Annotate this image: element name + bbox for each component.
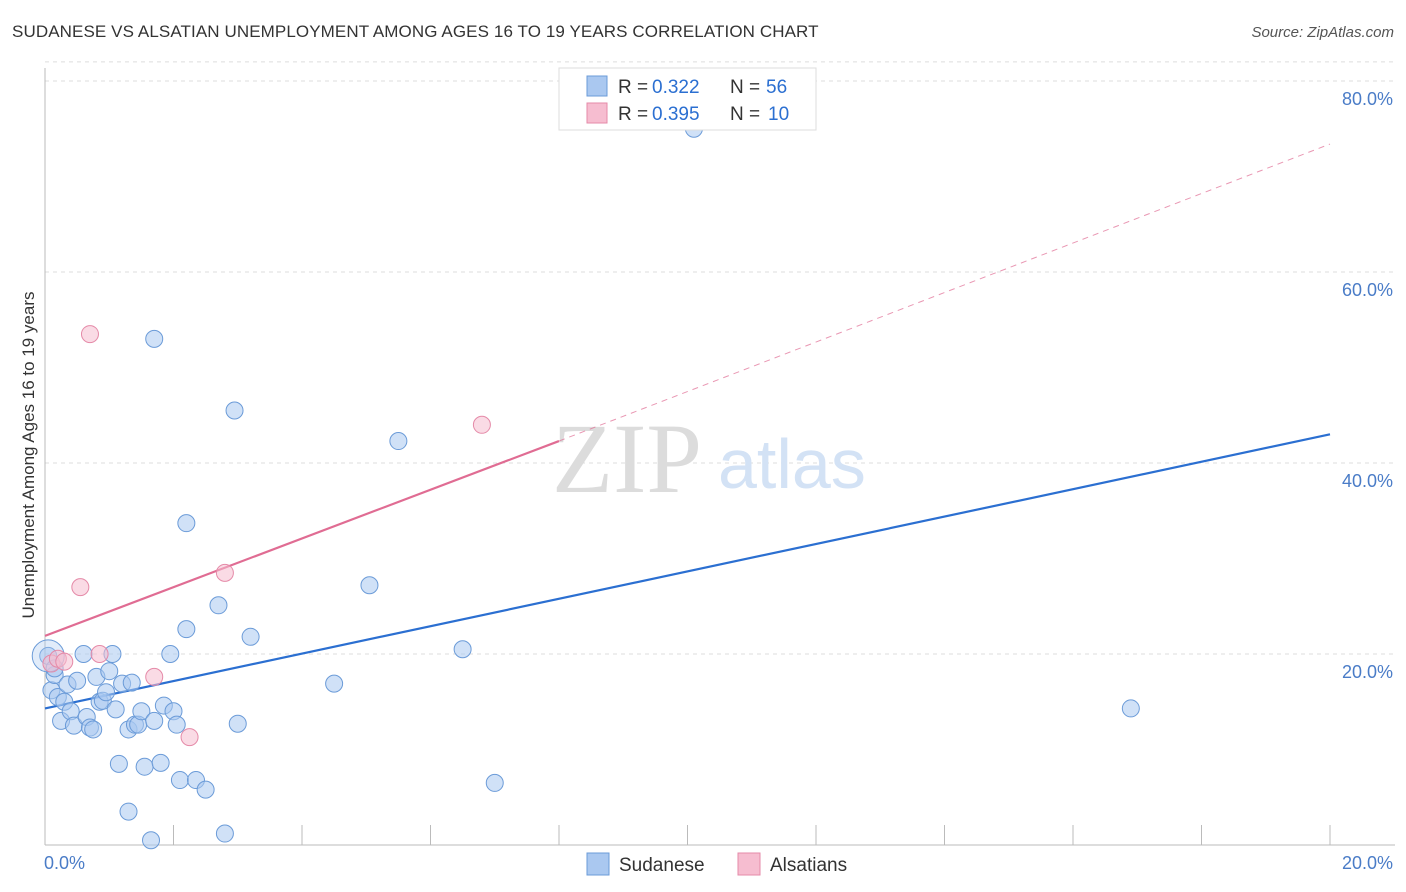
bottom-legend-label-sudanese: Sudanese [619,855,705,876]
watermark: ZIP atlas [552,403,866,514]
legend-n-value-1: 56 [766,77,787,98]
tick-labels: 20.0% 40.0% 60.0% 80.0% 0.0% 20.0% [44,89,1393,873]
point-sudanese [135,757,154,776]
point-sudanese [209,596,228,615]
point-sudanese [241,627,260,646]
point-sudanese [170,771,189,790]
y-tick-label: 80.0% [1342,89,1393,109]
point-sudanese [225,401,244,420]
axis-layer [44,68,1395,846]
point-sudanese [215,824,234,843]
legend-n-label-1: N = [730,77,760,98]
point-alsatians [90,645,109,663]
watermark-zip: ZIP [552,403,702,514]
point-sudanese [1121,699,1140,718]
point-sudanese [177,514,196,533]
source-credit: Source: ZipAtlas.com [1251,24,1394,41]
point-sudanese [389,432,408,451]
point-sudanese [68,671,87,690]
points-layer [31,119,1140,850]
point-alsatians [472,415,491,434]
y-axis-label: Unemployment Among Ages 16 to 19 years [19,292,38,619]
legend-r-label-1: R = [618,77,648,98]
point-sudanese [196,780,215,799]
point-sudanese [453,640,472,659]
point-sudanese [106,700,125,719]
legend-n-label-2: N = [730,104,760,125]
point-sudanese [84,720,103,739]
point-sudanese [142,831,161,850]
trend-line-sudanese [44,433,1331,710]
point-sudanese [145,329,164,348]
point-alsatians [145,667,164,686]
point-sudanese [228,714,247,733]
watermark-atlas: atlas [718,425,866,503]
point-alsatians [80,325,99,344]
bottom-legend-swatch-alsatians [737,852,761,876]
point-sudanese [97,683,116,702]
trend-layer [44,143,1331,710]
point-sudanese [100,662,119,681]
trend-line-alsatians [44,440,560,637]
point-sudanese [167,715,186,734]
point-sudanese [151,753,170,772]
x-tick-label: 20.0% [1342,853,1393,873]
point-sudanese [119,802,138,821]
y-tick-label: 40.0% [1342,471,1393,491]
point-alsatians [55,652,74,671]
point-sudanese [109,754,128,773]
y-tick-label: 60.0% [1342,280,1393,300]
legend-r-label-2: R = [618,104,648,125]
legend-n-value-2: 10 [768,104,789,125]
point-sudanese [145,711,164,730]
point-sudanese [122,673,141,692]
legend-swatch-alsatians [586,102,608,124]
chart-title: SUDANESE VS ALSATIAN UNEMPLOYMENT AMONG … [12,22,819,41]
bottom-legend-swatch-sudanese [586,852,610,876]
point-sudanese [161,645,180,663]
trend-extension-alsatians [558,143,1331,442]
legend-swatch-sudanese [586,75,608,97]
point-alsatians [180,728,199,747]
legend-box: R = 0.322 N = 56 R = 0.395 N = 10 [558,67,817,131]
y-tick-label: 20.0% [1342,662,1393,682]
point-alsatians [215,563,234,582]
point-sudanese [74,645,93,663]
point-sudanese [132,702,151,721]
legend-r-value-1: 0.322 [652,77,700,98]
bottom-legend: Sudanese Alsatians [586,852,847,876]
point-sudanese [325,674,344,693]
point-alsatians [71,578,90,597]
point-sudanese [177,620,196,639]
point-sudanese [485,773,504,792]
point-sudanese [360,576,379,595]
x-tick-label: 0.0% [44,853,85,873]
bottom-legend-label-alsatians: Alsatians [770,855,847,876]
legend-r-value-2: 0.395 [652,104,700,125]
